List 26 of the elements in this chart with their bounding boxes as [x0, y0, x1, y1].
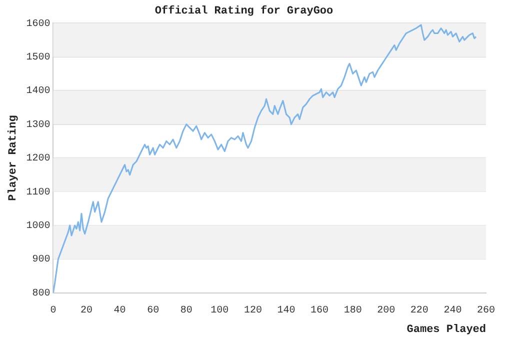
x-tick-label: 80	[180, 305, 192, 316]
x-tick-label: 140	[277, 305, 296, 316]
x-tick-label: 260	[476, 305, 496, 316]
x-axis-title: Games Played	[406, 324, 486, 336]
y-axis-title: Player Rating	[7, 115, 20, 201]
y-tick-label: 1000	[26, 221, 50, 232]
x-tick-label: 120	[244, 305, 262, 316]
x-tick-label: 240	[444, 305, 462, 316]
y-tick-label: 1300	[26, 120, 50, 131]
x-tick-label: 40	[114, 305, 126, 316]
y-tick-label: 800	[32, 288, 50, 300]
x-tick-label: 0	[50, 305, 56, 316]
x-tick-label: 220	[410, 305, 428, 316]
chart-title: Official Rating for GrayGoo	[154, 4, 334, 18]
x-tick-label: 200	[377, 305, 396, 316]
y-tick-label: 1500	[26, 52, 50, 64]
x-tick-label: 180	[344, 305, 362, 316]
x-tick-label: 20	[80, 305, 93, 316]
y-tick-label: 1400	[26, 86, 50, 98]
x-tick-label: 100	[210, 305, 229, 316]
y-tick-label: 900	[32, 254, 50, 266]
y-tick-label: 1200	[26, 154, 50, 165]
x-tick-label: 160	[310, 305, 329, 316]
x-tick-label: 60	[147, 305, 160, 316]
y-tick-label: 1100	[26, 187, 50, 198]
y-tick-label: 1600	[26, 18, 50, 30]
